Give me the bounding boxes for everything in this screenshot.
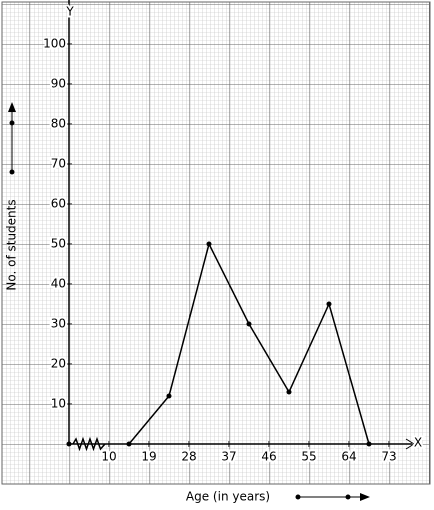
point bbox=[326, 301, 332, 307]
y-tick-label: 90 bbox=[51, 77, 66, 91]
y-axis-label: No. of students bbox=[5, 199, 19, 290]
x-tick-label: 55 bbox=[301, 450, 316, 464]
point bbox=[166, 393, 172, 399]
y-tick-label: 30 bbox=[51, 317, 66, 331]
y-tick-label: 100 bbox=[43, 37, 66, 51]
point bbox=[126, 441, 132, 447]
x-axis-name: X bbox=[414, 436, 422, 450]
axis-break bbox=[72, 436, 106, 452]
x-tick-label: 10 bbox=[101, 450, 116, 464]
y-axis-name: Y bbox=[65, 5, 74, 19]
y-tick-label: 60 bbox=[51, 197, 66, 211]
y-tick-label: 40 bbox=[51, 277, 66, 291]
x-tick-label: 19 bbox=[141, 450, 156, 464]
point bbox=[366, 441, 372, 447]
y-tick-label: 50 bbox=[51, 237, 66, 251]
origin-dot bbox=[66, 441, 72, 447]
scale-arrow bbox=[8, 102, 370, 501]
y-tick-label: 80 bbox=[51, 117, 66, 131]
y-tick-label: 20 bbox=[51, 357, 66, 371]
x-tick-label: 28 bbox=[181, 450, 196, 464]
point bbox=[286, 389, 292, 395]
point bbox=[206, 241, 212, 247]
x-tick-label: 73 bbox=[381, 450, 396, 464]
x-tick-label: 37 bbox=[221, 450, 236, 464]
x-arrow bbox=[405, 438, 415, 450]
x-tick-label: 46 bbox=[261, 450, 276, 464]
y-tick-label: 70 bbox=[51, 157, 66, 171]
plot: 10 20 30 40 50 60 70 80 90 100 10 19 28 37 46 55 64 73 bbox=[41, 0, 415, 466]
graph-paper bbox=[1, 1, 431, 485]
point bbox=[246, 321, 252, 327]
x-tick-label: 64 bbox=[341, 450, 356, 464]
y-tick-label: 10 bbox=[51, 397, 66, 411]
x-axis-label: Age (in years) bbox=[186, 490, 270, 504]
